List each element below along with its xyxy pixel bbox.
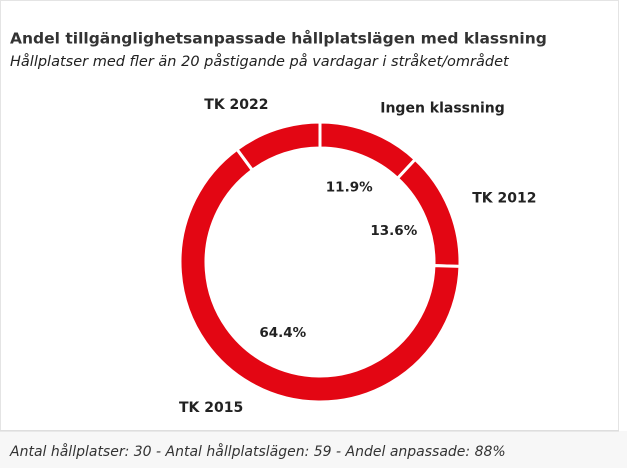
data-label: 11.9%: [326, 180, 373, 196]
chart-title: Andel tillgänglighetsanpassade hållplats…: [10, 29, 547, 48]
segment-label: TK 2015: [179, 400, 243, 416]
segment-label: Ingen klassning: [380, 100, 505, 116]
card: [0, 0, 619, 431]
segment-label: TK 2012: [472, 190, 536, 206]
chart-subtitle: Hållplatser med fler än 20 påstigande på…: [10, 53, 510, 70]
footer-bar: [0, 431, 627, 468]
data-label: 64.4%: [259, 325, 306, 341]
data-label: 13.6%: [370, 223, 417, 239]
donut-segment: [234, 120, 322, 173]
donut-segment: [178, 147, 462, 404]
footer-text: Antal hållplatser: 30 - Antal hållplatsl…: [9, 443, 506, 460]
segment-label: TK 2022: [204, 97, 268, 113]
